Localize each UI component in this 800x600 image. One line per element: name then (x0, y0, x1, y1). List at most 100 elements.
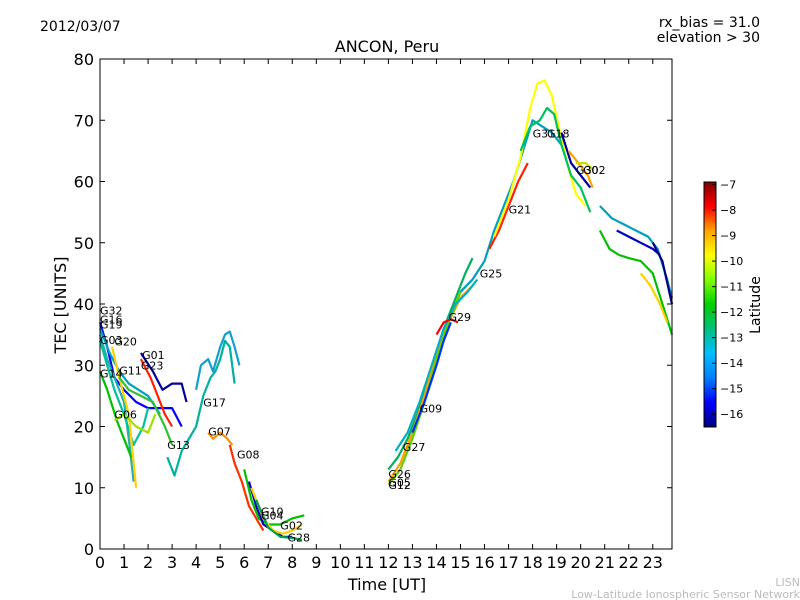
series-line-g28 (255, 499, 303, 541)
colorbar-label: Latitude (748, 276, 764, 334)
sat-label: G29 (449, 311, 472, 324)
x-tick-label: 12 (378, 553, 398, 572)
series-line-g27 (394, 278, 479, 452)
colorbar-tick-label: −10 (720, 255, 743, 268)
series-line-g30 (560, 132, 592, 189)
x-tick-label: 21 (595, 553, 615, 572)
sat-label: G21 (509, 203, 532, 216)
series-line-g16 (98, 328, 162, 415)
colorbar-tick-label: −8 (720, 204, 736, 217)
sat-label: G11 (119, 364, 142, 377)
series-line-g29 (435, 318, 459, 336)
colorbar-tick-label: −7 (720, 179, 736, 192)
x-tick-label: 16 (474, 553, 494, 572)
series-line-g27b (651, 242, 674, 305)
series-line-g24 (598, 229, 674, 335)
x-tick-label: 0 (95, 553, 105, 572)
sat-label: G14 (100, 368, 123, 381)
sat-label: G20 (114, 336, 137, 349)
y-tick-label: 20 (74, 418, 94, 437)
sat-label: G04 (261, 510, 284, 523)
elevation-label: elevation > 30 (657, 30, 760, 46)
sat-label: G31 (533, 127, 556, 140)
x-tick-label: 3 (167, 553, 177, 572)
y-tick-label: 10 (74, 479, 94, 498)
x-tick-label: 11 (354, 553, 374, 572)
y-tick-label: 60 (74, 173, 94, 192)
sat-label: G26 (388, 468, 411, 481)
x-tick-label: 13 (402, 553, 422, 572)
series-line-g02b (567, 150, 594, 189)
series-line-g13 (166, 339, 236, 477)
series-line-g11 (118, 376, 174, 446)
rx-bias-label: rx_bias = 31.0 (659, 15, 760, 31)
sat-label: G12 (388, 479, 411, 492)
sat-label: G27 (403, 441, 426, 454)
series-line-g19 (98, 334, 135, 482)
sat-label: G01 (142, 349, 165, 362)
colorbar-tick-label: −12 (720, 306, 743, 319)
colorbar-tick-label: −15 (720, 383, 743, 396)
series-line-g19b (639, 272, 669, 323)
series-line-g07 (207, 431, 234, 446)
x-tick-label: 7 (263, 553, 273, 572)
colorbar-tick-label: −9 (720, 230, 736, 243)
x-tick-label: 2 (143, 553, 153, 572)
y-tick-label: 50 (74, 234, 94, 253)
x-tick-label: 8 (287, 553, 297, 572)
sat-label: G18 (547, 127, 570, 140)
x-tick-label: 19 (546, 553, 566, 572)
sat-label: G03 (100, 334, 123, 347)
y-tick-label: 70 (74, 111, 94, 130)
sat-label: G10 (261, 505, 284, 518)
date-label: 2012/03/07 (40, 19, 121, 35)
series-line-g31 (493, 79, 587, 238)
x-tick-label: 18 (522, 553, 542, 572)
footer-lisn: LISN (775, 576, 800, 589)
x-tick-label: 6 (239, 553, 249, 572)
colorbar (703, 181, 717, 428)
colorbar-tick-label: −13 (720, 332, 743, 345)
sat-label: G19 (100, 319, 123, 332)
series-line-g21 (488, 162, 529, 250)
sat-label: G17 (203, 396, 226, 409)
y-tick-label: 40 (74, 295, 94, 314)
y-tick-label: 80 (74, 50, 94, 69)
sat-label: G07 (208, 426, 231, 439)
x-tick-label: 1 (119, 553, 129, 572)
series-line-g06b (616, 229, 661, 256)
x-tick-label: 10 (330, 553, 350, 572)
series-line-g32 (98, 322, 183, 428)
sat-label: G08 (237, 448, 260, 461)
sat-label: G09 (420, 402, 443, 415)
sat-label: G30 (576, 164, 599, 177)
series-line-g09 (411, 321, 452, 434)
x-tick-label: 22 (619, 553, 639, 572)
sat-label: G16 (100, 314, 123, 327)
plot-frame (99, 58, 673, 550)
x-tick-label: 23 (643, 553, 663, 572)
colorbar-tick-label: −11 (720, 281, 743, 294)
sat-label: G23 (141, 360, 164, 373)
y-axis-label: TEC [UNITS] (51, 257, 70, 355)
colorbar-tick-label: −14 (720, 357, 743, 370)
series-line-g23 (139, 358, 174, 428)
series-line-g01 (139, 352, 188, 403)
series-line-g14 (98, 370, 133, 458)
series-line-g18 (519, 106, 592, 213)
x-tick-label: 14 (426, 553, 446, 572)
series-line-g20 (110, 346, 138, 488)
series-line-g08 (228, 444, 265, 532)
sat-label: G02 (280, 519, 303, 532)
footer-network: Low-Latitude Ionospheric Sensor Network (571, 588, 800, 600)
x-tick-label: 9 (311, 553, 321, 572)
series-line-g06 (113, 413, 157, 434)
sat-label: G25 (480, 268, 503, 281)
sat-label: G02 (583, 164, 606, 177)
x-tick-label: 20 (570, 553, 590, 572)
sat-label: G28 (288, 532, 311, 545)
sat-label: G32 (100, 304, 123, 317)
colorbar-tick-label: −16 (720, 408, 743, 421)
